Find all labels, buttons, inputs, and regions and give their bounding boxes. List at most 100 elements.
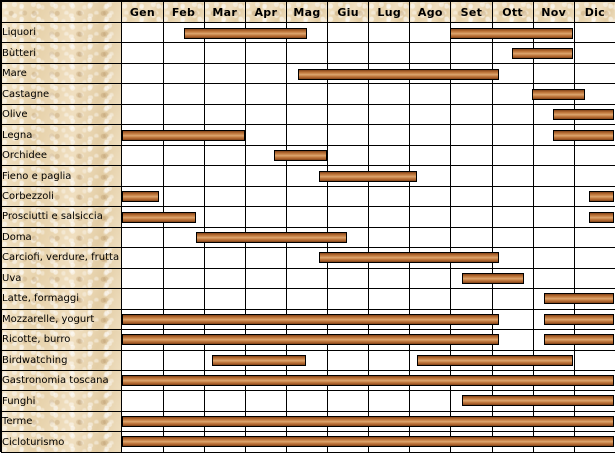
cell-apr [245, 166, 286, 186]
cell-gen [122, 432, 163, 453]
cell-ago [410, 166, 451, 186]
cell-mar [204, 145, 245, 165]
cell-nov [533, 248, 574, 268]
cell-ago [410, 207, 451, 227]
cell-apr [245, 330, 286, 350]
cell-nov [533, 166, 574, 186]
cell-nov [533, 309, 574, 329]
table-row: Fieno e paglia [2, 166, 615, 186]
cell-mar [204, 43, 245, 63]
cell-mag [286, 207, 327, 227]
cell-lug [369, 309, 410, 329]
cell-lug [369, 411, 410, 431]
cell-lug [369, 350, 410, 370]
cell-ago [410, 309, 451, 329]
cell-dic [574, 350, 615, 370]
cell-feb [163, 370, 204, 390]
row-label-doma: Doma [2, 227, 122, 247]
cell-set [451, 104, 492, 124]
cell-lug [369, 289, 410, 309]
cell-giu [328, 84, 369, 104]
cell-apr [245, 23, 286, 43]
cell-feb [163, 248, 204, 268]
cell-lug [369, 227, 410, 247]
cell-lug [369, 330, 410, 350]
cell-dic [574, 309, 615, 329]
table-row: Ricotte, burro [2, 330, 615, 350]
cell-mar [204, 350, 245, 370]
cell-mag [286, 268, 327, 288]
cell-ott [492, 309, 533, 329]
cell-giu [328, 186, 369, 206]
cell-mag [286, 104, 327, 124]
month-header-nov: Nov [533, 2, 574, 23]
row-label-terme: Terme [2, 411, 122, 431]
cell-mag [286, 309, 327, 329]
month-header-apr: Apr [245, 2, 286, 23]
cell-gen [122, 330, 163, 350]
row-label-carciofi-verdure-frutta: Carciofi, verdure, frutta [2, 248, 122, 268]
cell-feb [163, 125, 204, 145]
cell-giu [328, 227, 369, 247]
cell-feb [163, 186, 204, 206]
cell-mar [204, 248, 245, 268]
month-header-feb: Feb [163, 2, 204, 23]
cell-ott [492, 350, 533, 370]
row-label-b-tteri: Bùtteri [2, 43, 122, 63]
cell-set [451, 432, 492, 453]
cell-ago [410, 186, 451, 206]
cell-dic [574, 207, 615, 227]
cell-mar [204, 186, 245, 206]
cell-set [451, 207, 492, 227]
cell-ago [410, 289, 451, 309]
cell-mar [204, 166, 245, 186]
row-label-funghi: Funghi [2, 391, 122, 411]
cell-mag [286, 166, 327, 186]
cell-ago [410, 391, 451, 411]
cell-giu [328, 330, 369, 350]
cell-feb [163, 104, 204, 124]
cell-dic [574, 43, 615, 63]
cell-dic [574, 411, 615, 431]
row-label-ricotte-burro: Ricotte, burro [2, 330, 122, 350]
cell-mag [286, 432, 327, 453]
cell-apr [245, 43, 286, 63]
cell-ago [410, 125, 451, 145]
cell-apr [245, 186, 286, 206]
cell-giu [328, 432, 369, 453]
cell-feb [163, 432, 204, 453]
cell-nov [533, 432, 574, 453]
cell-feb [163, 309, 204, 329]
cell-set [451, 391, 492, 411]
cell-dic [574, 268, 615, 288]
table-row: Gastronomia toscana [2, 370, 615, 390]
cell-dic [574, 227, 615, 247]
cell-ott [492, 391, 533, 411]
cell-mag [286, 411, 327, 431]
cell-set [451, 248, 492, 268]
month-header-giu: Giu [328, 2, 369, 23]
cell-ago [410, 411, 451, 431]
cell-mar [204, 268, 245, 288]
row-label-latte-formaggi: Latte, formaggi [2, 289, 122, 309]
cell-feb [163, 268, 204, 288]
row-label-mozzarelle-yogurt: Mozzarelle, yogurt [2, 309, 122, 329]
row-label-mare: Mare [2, 63, 122, 83]
cell-mar [204, 104, 245, 124]
cell-mag [286, 391, 327, 411]
cell-set [451, 43, 492, 63]
cell-ago [410, 350, 451, 370]
table-row: Liquori [2, 23, 615, 43]
cell-feb [163, 411, 204, 431]
cell-set [451, 309, 492, 329]
cell-apr [245, 309, 286, 329]
cell-ago [410, 432, 451, 453]
cell-mag [286, 370, 327, 390]
cell-lug [369, 63, 410, 83]
month-header-ago: Ago [410, 2, 451, 23]
cell-ott [492, 23, 533, 43]
cell-ago [410, 145, 451, 165]
cell-ott [492, 104, 533, 124]
cell-lug [369, 432, 410, 453]
